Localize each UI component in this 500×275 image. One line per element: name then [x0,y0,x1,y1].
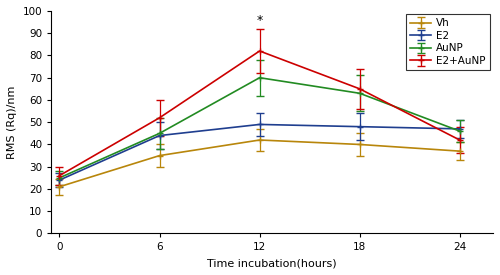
X-axis label: Time incubation(hours): Time incubation(hours) [208,258,337,268]
Y-axis label: RMS (Rq)/nm: RMS (Rq)/nm [7,86,17,159]
Legend: Vh, E2, AuNP, E2+AuNP: Vh, E2, AuNP, E2+AuNP [406,14,490,70]
Text: *: * [256,13,262,26]
